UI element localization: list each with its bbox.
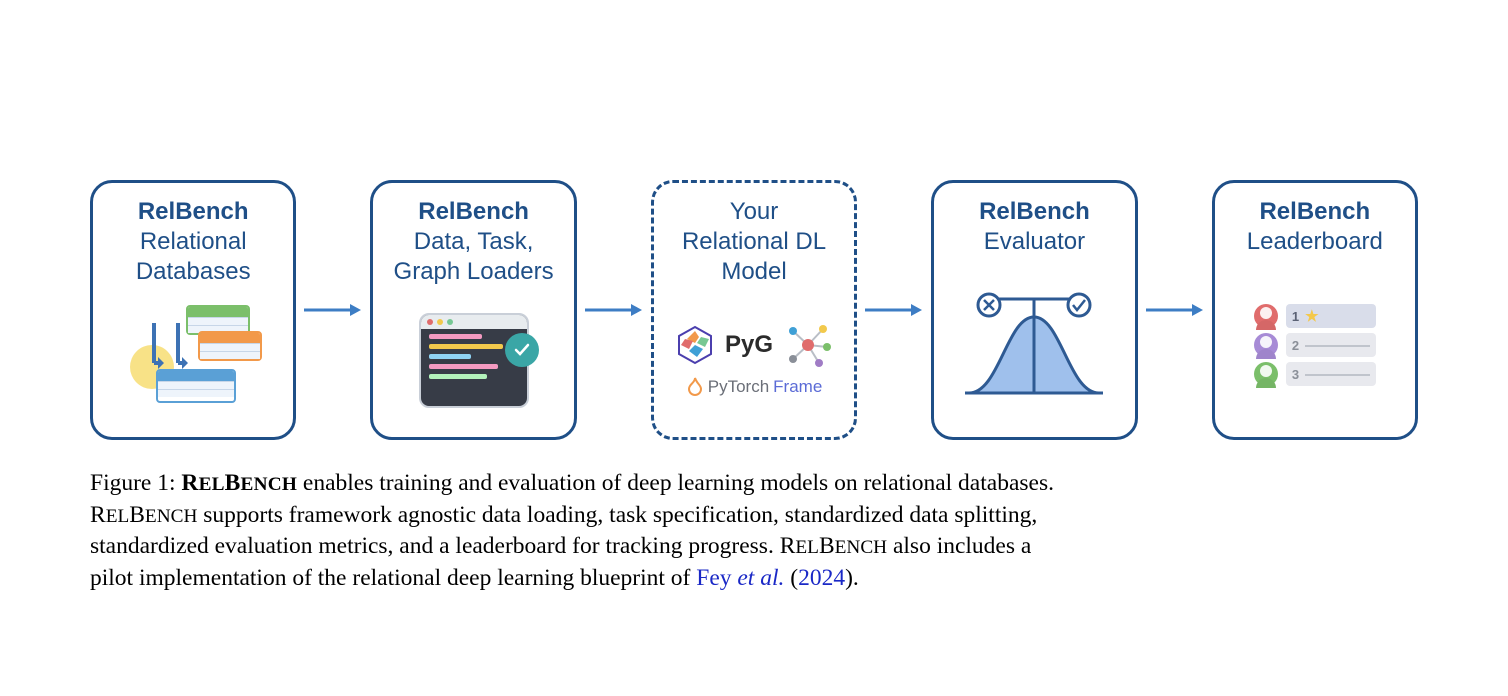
leaderboard-icon: 1★ 2 3 xyxy=(1225,263,1405,427)
arrow-icon xyxy=(865,300,923,320)
evaluator-icon xyxy=(944,263,1124,427)
box-subtitle: Relational DLModel xyxy=(682,227,826,287)
box-subtitle: Leaderboard xyxy=(1247,227,1383,257)
box-subtitle: Evaluator xyxy=(984,227,1085,257)
box-subtitle: Data, Task,Graph Loaders xyxy=(394,227,554,287)
box-title: RelBench xyxy=(418,197,529,227)
caption-text: supports framework agnostic data loading… xyxy=(197,502,1037,528)
brand-name: RELBENCH xyxy=(90,502,197,528)
graph-icon xyxy=(783,323,833,367)
pyg-label: PyG xyxy=(725,331,773,359)
brand-name: RELBENCH xyxy=(181,470,297,496)
box-databases: RelBench RelationalDatabases xyxy=(90,180,296,440)
caption-text: enables training and evaluation of deep … xyxy=(297,470,1054,496)
citation-year-link[interactable]: 2024 xyxy=(798,565,845,591)
brand-name: RELBENCH xyxy=(780,533,887,559)
arrow-icon xyxy=(304,300,362,320)
model-frameworks-icon: PyG PyTorch Frame xyxy=(664,293,844,427)
box-subtitle: RelationalDatabases xyxy=(136,227,251,287)
box-title: RelBench xyxy=(979,197,1090,227)
pyg-hex-icon xyxy=(675,325,715,365)
frame-label: Frame xyxy=(773,377,822,397)
code-window-icon xyxy=(383,293,563,427)
databases-icon xyxy=(103,293,283,427)
box-leaderboard: RelBench Leaderboard 1★ 2 3 xyxy=(1212,180,1418,440)
box-title: RelBench xyxy=(1259,197,1370,227)
arrow-icon xyxy=(1146,300,1204,320)
box-evaluator: RelBench Evaluator xyxy=(931,180,1137,440)
pytorch-label: PyTorch xyxy=(708,377,769,397)
figure-label: Figure 1: xyxy=(90,470,176,496)
box-title: Your xyxy=(730,197,779,227)
box-loaders: RelBench Data, Task,Graph Loaders xyxy=(370,180,576,440)
caption-text: also includes a xyxy=(887,533,1031,559)
caption-text: standardized evaluation metrics, and a l… xyxy=(90,533,780,559)
arrow-icon xyxy=(585,300,643,320)
figure-caption: Figure 1: RELBENCH enables training and … xyxy=(90,468,1418,595)
pipeline-flow: RelBench RelationalDatabases RelBench Da… xyxy=(90,180,1418,440)
caption-text: pilot implementation of the relational d… xyxy=(90,565,696,591)
flame-icon xyxy=(686,377,704,397)
citation-link[interactable]: Fey et al. xyxy=(696,565,784,591)
box-title: RelBench xyxy=(138,197,249,227)
box-your-model: Your Relational DLModel PyG xyxy=(651,180,857,440)
